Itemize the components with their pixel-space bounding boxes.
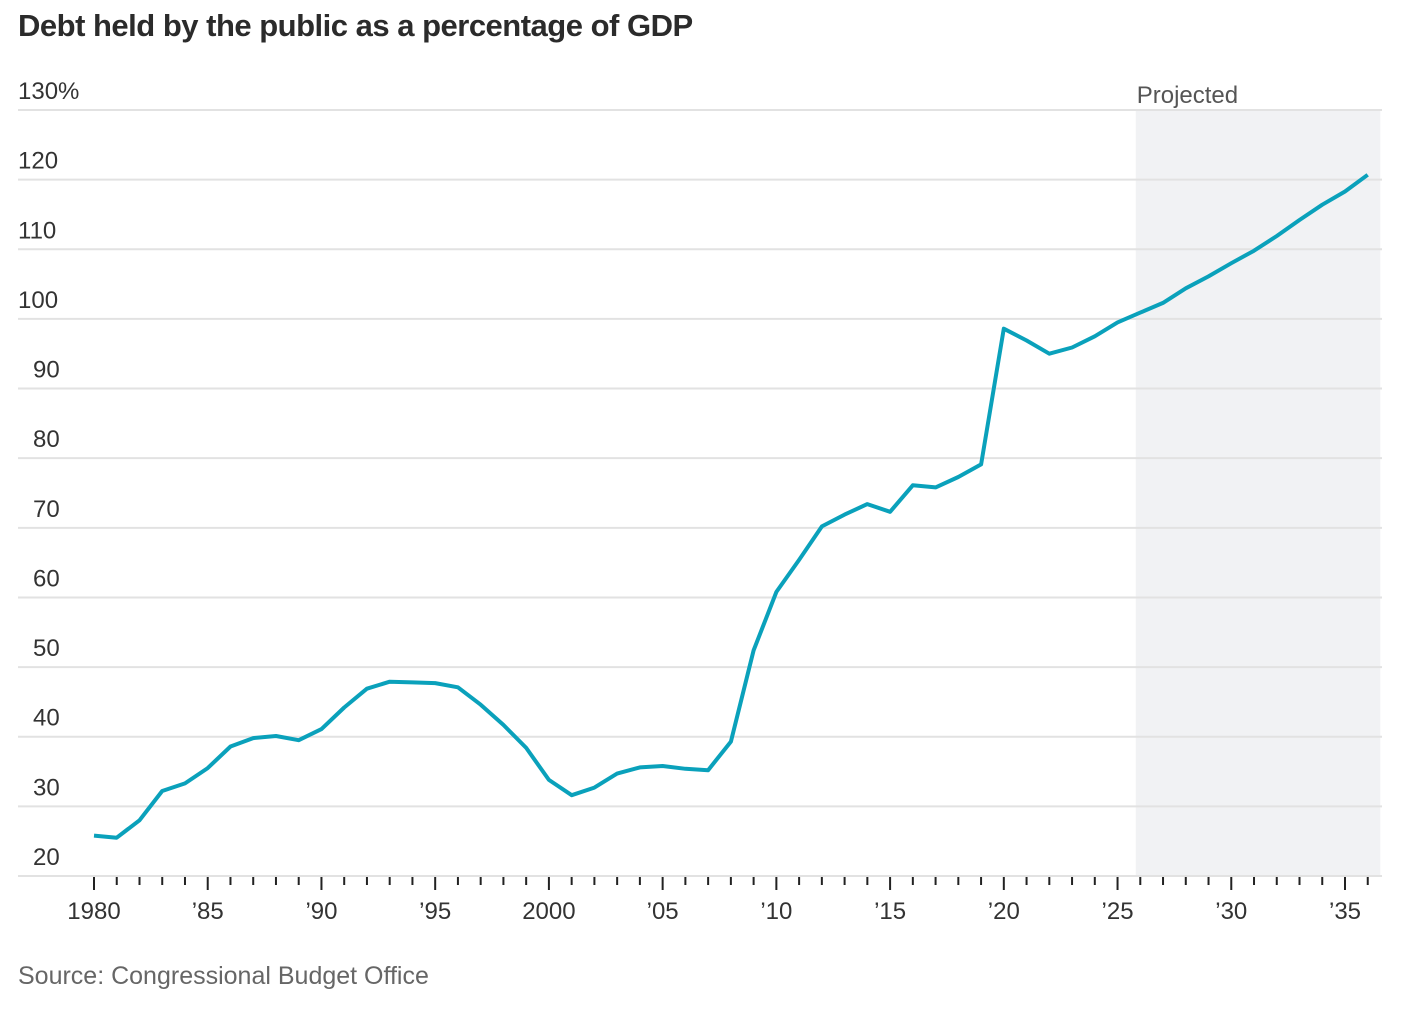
y-tick-label: 100: [18, 287, 58, 314]
y-tick-label: 80: [33, 426, 60, 453]
x-tick-label: ’15: [874, 898, 906, 925]
x-tick-label: ’25: [1102, 898, 1134, 925]
series-line: [93, 173, 1369, 840]
x-tick-label: ’20: [988, 898, 1020, 925]
x-tick-label: ’85: [192, 898, 224, 925]
x-tick-label: 2000: [522, 898, 575, 925]
x-tick-label: ’10: [760, 898, 792, 925]
series-group: [93, 173, 1369, 840]
x-tick-label: ’90: [305, 898, 337, 925]
y-tick-label: 110: [18, 217, 56, 244]
x-axis: 1980 ’85 ’90 ’95 2000 ’05 ’10 ’15 ’20 ’25 ’30 ’35: [67, 877, 1369, 925]
x-tick-label: ’30: [1215, 898, 1247, 925]
y-tick-label: 70: [33, 496, 60, 523]
x-tick-label: ’05: [647, 898, 679, 925]
y-tick-label: 30: [33, 774, 60, 801]
y-tick-label: 130%: [18, 78, 79, 105]
projected-label: Projected: [1137, 82, 1238, 109]
chart-title: Debt held by the public as a percentage …: [18, 8, 693, 43]
x-tick-label: ’95: [419, 898, 451, 925]
y-tick-label: 40: [33, 705, 60, 732]
source-note: Source: Congressional Budget Office: [18, 962, 429, 990]
x-tick-label: ’35: [1329, 898, 1361, 925]
y-tick-label: 60: [33, 565, 60, 592]
gridlines: [18, 109, 1382, 877]
projected-band: [1135, 110, 1381, 876]
y-axis-labels: 130% 120 110 100 90 80 70 60 50 40 30 20: [18, 78, 79, 871]
y-tick-label: 120: [18, 148, 58, 175]
projected-band-group: Projected: [1135, 82, 1381, 876]
y-tick-label: 50: [33, 635, 60, 662]
x-tick-label: 1980: [67, 898, 120, 925]
y-tick-label: 20: [33, 844, 60, 871]
y-tick-label: 90: [33, 357, 60, 384]
